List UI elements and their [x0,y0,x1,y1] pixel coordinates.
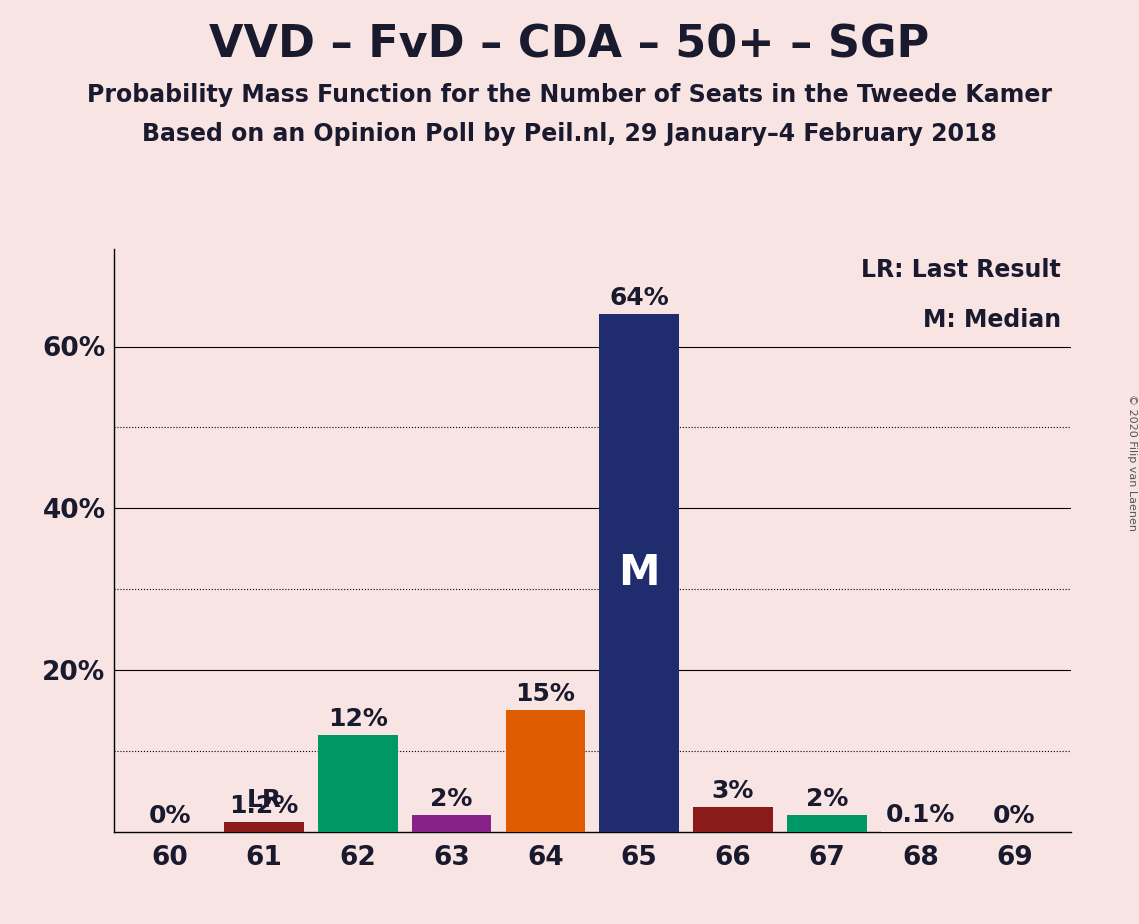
Bar [224,822,304,832]
Text: Probability Mass Function for the Number of Seats in the Tweede Kamer: Probability Mass Function for the Number… [87,83,1052,107]
Bar [411,815,491,832]
Bar [599,314,679,832]
Text: LR: Last Result: LR: Last Result [861,258,1062,282]
Bar [787,815,867,832]
Text: 3%: 3% [712,779,754,803]
Text: VVD – FvD – CDA – 50+ – SGP: VVD – FvD – CDA – 50+ – SGP [210,23,929,67]
Text: M: Median: M: Median [923,308,1062,332]
Text: M: M [618,552,659,594]
Text: 2%: 2% [805,787,847,811]
Text: 0%: 0% [149,804,191,828]
Text: Based on an Opinion Poll by Peil.nl, 29 January–4 February 2018: Based on an Opinion Poll by Peil.nl, 29 … [142,122,997,146]
Text: 0.1%: 0.1% [886,803,956,827]
Text: 64%: 64% [609,286,669,310]
Bar [694,808,773,832]
Bar [318,735,398,832]
Text: 15%: 15% [516,682,575,706]
Text: 2%: 2% [431,787,473,811]
Text: LR: LR [246,788,281,812]
Text: 12%: 12% [328,707,387,731]
Text: © 2020 Filip van Laenen: © 2020 Filip van Laenen [1126,394,1137,530]
Text: 1.2%: 1.2% [229,794,298,818]
Text: 0%: 0% [993,804,1035,828]
Bar [506,711,585,832]
